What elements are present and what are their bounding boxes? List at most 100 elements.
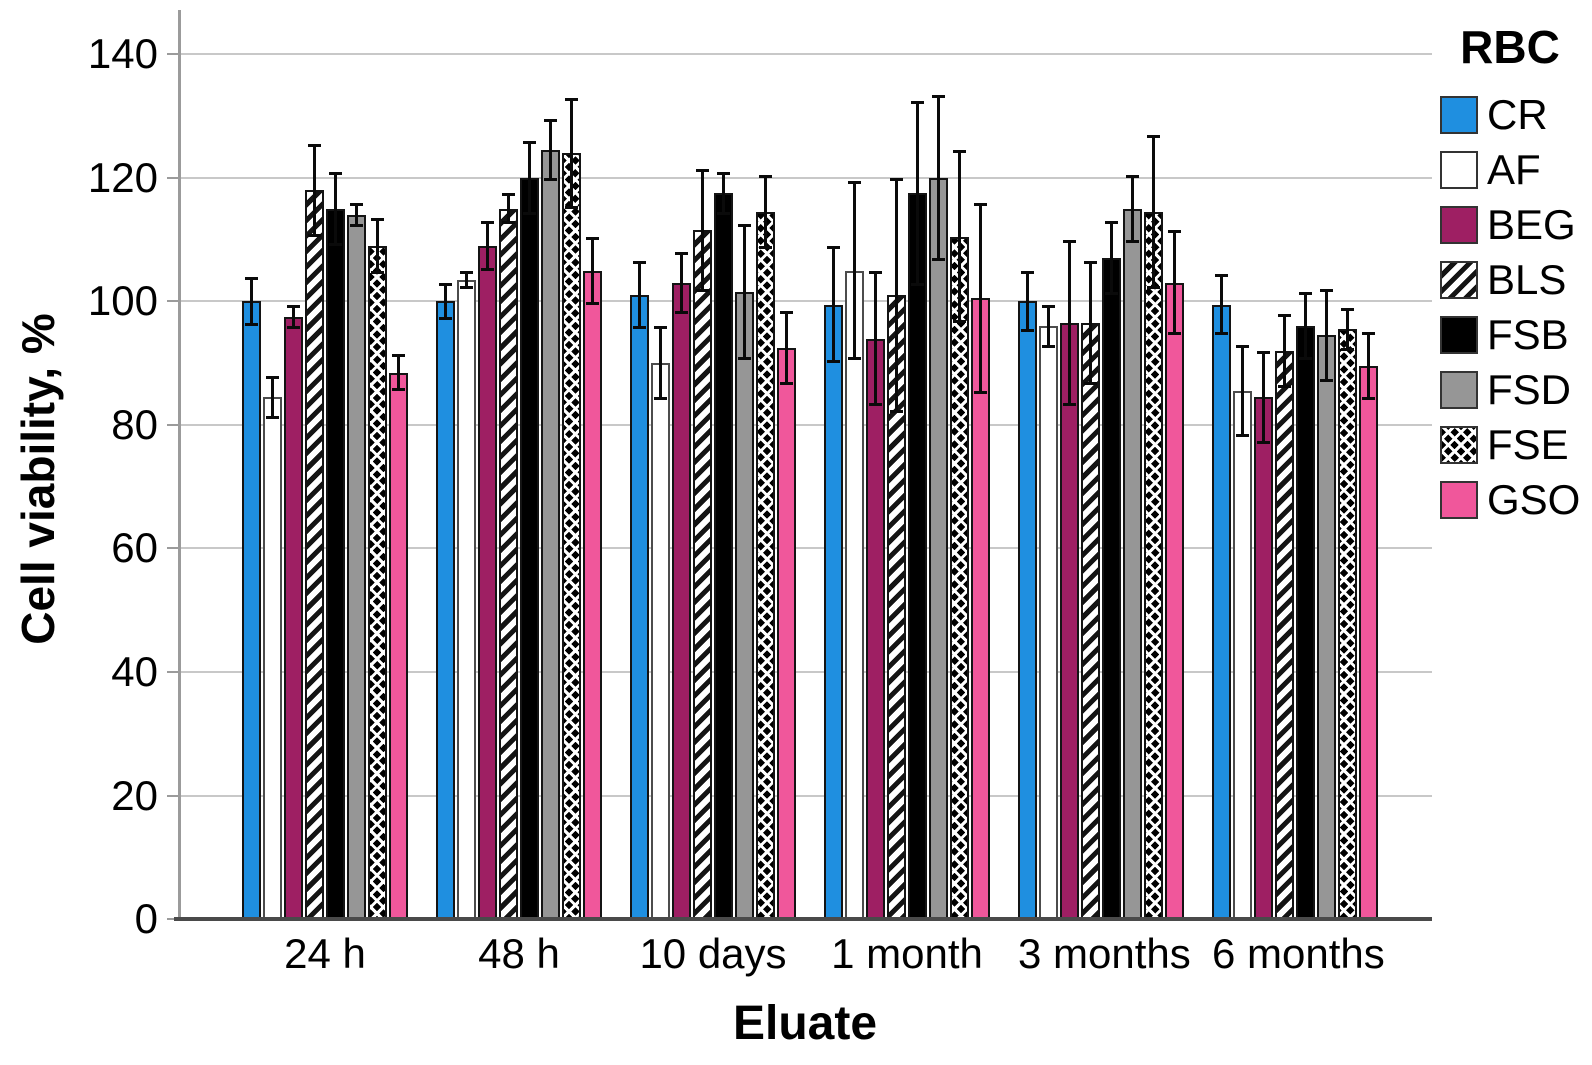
error-bar-cap-bottom [1299, 357, 1312, 361]
bar-fsd-3-months [1123, 208, 1142, 919]
error-bar-bls-6-months [1278, 313, 1291, 388]
error-bar-cap-top [1042, 304, 1055, 308]
bar-gso-6-months [1359, 366, 1378, 919]
error-bar-cap-bottom [1215, 332, 1228, 336]
y-tick-mark-20 [167, 794, 178, 797]
error-bar-line [979, 202, 982, 395]
error-bar-line [549, 119, 552, 182]
error-bar-bls-1-month [890, 177, 903, 413]
error-bar-line [1304, 292, 1307, 361]
bar-cr-3-months [1018, 301, 1037, 919]
error-bar-cap-bottom [932, 258, 945, 262]
y-tick-mark-140 [167, 53, 178, 56]
legend-swatch-fsd [1440, 371, 1478, 409]
error-bar-cap-top [1063, 239, 1076, 243]
error-bar-gso-6-months [1362, 332, 1375, 401]
bar-fse-10-days [756, 211, 775, 919]
error-bar-line [444, 282, 447, 320]
error-bar-cap-bottom [245, 323, 258, 327]
error-bar-cap-top [287, 304, 300, 308]
error-bar-cap-top [460, 270, 473, 274]
error-bar-fsd-48-h [544, 119, 557, 182]
error-bar-line [874, 270, 877, 407]
legend-title: RBC [1460, 21, 1560, 73]
error-bar-cap-bottom [1147, 286, 1160, 290]
error-bar-cap-top [1126, 174, 1139, 178]
y-tick-label-0: 0 [134, 895, 158, 942]
error-bar-line [1089, 261, 1092, 385]
bar-af-3-months [1039, 326, 1058, 919]
bar-fsb-6-months [1296, 326, 1315, 919]
error-bar-line [313, 144, 316, 237]
error-bar-beg-10-days [675, 252, 688, 314]
error-bar-line [507, 193, 510, 225]
bar-group-24-h [242, 10, 408, 919]
error-bar-cap-top [827, 245, 840, 249]
error-bar-fse-3-months [1147, 134, 1160, 290]
error-bar-cap-bottom [827, 360, 840, 364]
error-bar-cap-top [350, 202, 363, 206]
error-bar-fsd-10-days [738, 224, 751, 361]
bar-bls-48-h [499, 208, 518, 919]
x-category-label-3-months: 3 months [1018, 930, 1191, 977]
error-bar-line [486, 221, 489, 271]
error-bar-cap-top [544, 119, 557, 123]
bar-fsd-10-days [735, 292, 754, 919]
error-bar-line [832, 245, 835, 364]
error-bar-cap-top [696, 168, 709, 172]
x-category-label-10-days: 10 days [639, 930, 787, 977]
legend-label-fsd: FSD [1487, 366, 1571, 413]
bar-group-1-month [824, 10, 990, 919]
bar-cr-1-month [824, 304, 843, 919]
error-bar-line [250, 276, 253, 327]
bar-cr-10-days [630, 295, 649, 919]
error-bar-cr-48-h [439, 282, 452, 320]
legend-label-cr: CR [1487, 91, 1548, 138]
error-bar-cap-top [1105, 221, 1118, 225]
error-bar-cap-bottom [1257, 440, 1270, 444]
error-bar-cr-10-days [633, 261, 646, 330]
error-bar-fse-48-h [565, 97, 578, 209]
error-bar-af-24-h [266, 375, 279, 419]
bar-group-3-months [1018, 10, 1184, 919]
error-bar-cap-bottom [1236, 434, 1249, 438]
legend-swatch-fse [1440, 426, 1478, 464]
bar-fse-48-h [562, 153, 581, 919]
legend-item-gso: GSO [1440, 478, 1580, 522]
error-bar-line [334, 171, 337, 246]
error-bar-gso-24-h [392, 353, 405, 392]
error-bar-line [743, 224, 746, 361]
y-tick-mark-60 [167, 547, 178, 550]
error-bar-beg-6-months [1257, 350, 1270, 444]
bar-fsd-1-month [929, 177, 948, 919]
error-bar-af-6-months [1236, 344, 1249, 438]
error-bar-cap-bottom [439, 317, 452, 320]
error-bar-cap-top [1299, 292, 1312, 296]
error-bar-cap-bottom [586, 301, 599, 305]
error-bar-line [1026, 270, 1029, 333]
legend-swatch-bls [1440, 261, 1478, 299]
error-bar-line [1241, 344, 1244, 438]
error-bar-line [659, 326, 662, 401]
bar-beg-48-h [478, 245, 497, 919]
error-bar-line [528, 140, 531, 216]
bar-cr-6-months [1212, 304, 1231, 919]
gridline-40 [178, 671, 1432, 673]
y-tick-mark-120 [167, 176, 178, 179]
error-bar-beg-3-months [1063, 239, 1076, 407]
bar-fsb-24-h [326, 208, 345, 919]
error-bar-line [853, 181, 856, 361]
bar-fse-3-months [1144, 211, 1163, 919]
gridline-120 [178, 176, 1432, 179]
error-bar-cap-bottom [1168, 332, 1181, 336]
legend-item-beg: BEG [1440, 203, 1576, 247]
error-bar-fsb-10-days [717, 171, 730, 216]
error-bar-cap-top [1215, 273, 1228, 277]
y-tick-mark-80 [167, 423, 178, 426]
error-bar-cap-bottom [759, 245, 772, 249]
error-bar-cap-top [911, 100, 924, 104]
legend-label-gso: GSO [1487, 476, 1581, 523]
bar-beg-10-days [672, 282, 691, 919]
bar-cr-48-h [436, 301, 455, 919]
